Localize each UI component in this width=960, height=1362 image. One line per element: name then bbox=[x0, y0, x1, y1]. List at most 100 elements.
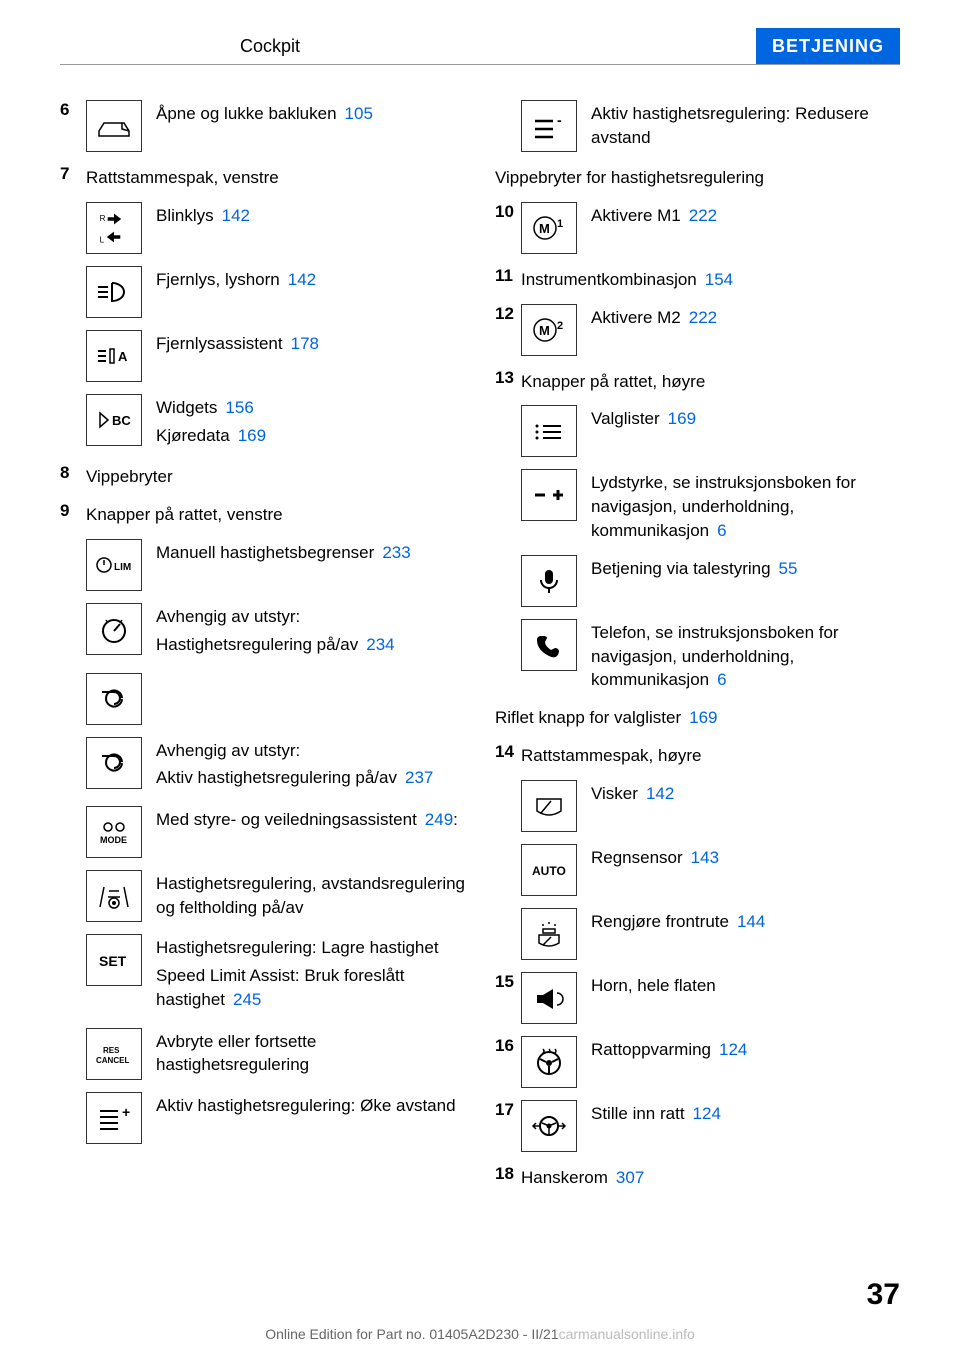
header-divider bbox=[60, 64, 900, 65]
list-entry: - Aktiv hastighetsregulering: Redusere av… bbox=[495, 100, 900, 152]
page-reference[interactable]: 169 bbox=[238, 426, 266, 445]
page-reference[interactable]: 169 bbox=[668, 409, 696, 428]
page-reference[interactable]: 237 bbox=[405, 768, 433, 787]
text-line: Speed Limit Assist: Bruk foreslått hasti… bbox=[156, 964, 465, 1012]
entry-number: 11 bbox=[495, 266, 521, 286]
trunk-icon bbox=[86, 100, 142, 152]
page-reference[interactable]: 142 bbox=[222, 206, 250, 225]
text-line: Hastighetsregulering på/av234 bbox=[156, 633, 465, 657]
page-reference[interactable]: 178 bbox=[291, 334, 319, 353]
text-line: Kjøredata169 bbox=[156, 424, 465, 448]
entry-text: Widgets156 Kjøredata169 bbox=[156, 394, 465, 452]
heading-text: Vippebryter bbox=[86, 463, 465, 489]
list-entry: 15Horn, hele flaten bbox=[495, 972, 900, 1024]
svg-text:2: 2 bbox=[557, 320, 563, 332]
text-line: Avhengig av utstyr: bbox=[156, 605, 465, 629]
entry-text: Avhengig av utstyr: Hastighetsregulering … bbox=[156, 603, 465, 661]
list-icon bbox=[521, 405, 577, 457]
list-entry: 17Stille inn ratt124 bbox=[495, 1100, 900, 1152]
entry-text: Valglister169 bbox=[591, 405, 900, 431]
svg-text:RES: RES bbox=[103, 1046, 120, 1055]
page-reference[interactable]: 307 bbox=[616, 1168, 644, 1187]
entry-number: 17 bbox=[495, 1100, 521, 1120]
page-reference[interactable]: 169 bbox=[689, 708, 717, 727]
list-entry: Telefon, se instruksjonsboken for naviga… bbox=[495, 619, 900, 692]
entry-text: Visker142 bbox=[591, 780, 900, 806]
lane-assist-icon bbox=[86, 870, 142, 922]
dist-plus-icon: + bbox=[86, 1092, 142, 1144]
entry-text: Rengjøre frontrute144 bbox=[591, 908, 900, 934]
heading-text: Hanskerom307 bbox=[521, 1164, 900, 1190]
list-entry: Rengjøre frontrute144 bbox=[495, 908, 900, 960]
entry-text bbox=[156, 673, 465, 675]
page-reference[interactable]: 144 bbox=[737, 912, 765, 931]
entry-text: Med styre- og veiledningsassistent249: bbox=[156, 806, 465, 836]
set-icon: SET bbox=[86, 934, 142, 986]
entry-number: 18 bbox=[495, 1164, 521, 1184]
list-entry: 16Rattoppvarming124 bbox=[495, 1036, 900, 1088]
entry-text: Telefon, se instruksjonsboken for naviga… bbox=[591, 619, 900, 692]
entry-heading: 9Knapper på rattet, venstre bbox=[60, 501, 465, 527]
entry-text: Rattoppvarming124 bbox=[591, 1036, 900, 1062]
list-entry: RESCANCEL Avbryte eller fortsette hastigh… bbox=[60, 1028, 465, 1080]
heading-text: Rattstammespak, venstre bbox=[86, 164, 465, 190]
entry-text: Aktiv hastighetsregulering: Øke avstand bbox=[156, 1092, 465, 1118]
entry-text: Fjernlys, lyshorn142 bbox=[156, 266, 465, 292]
list-entry: Hastighetsregulering, avstandsregulering… bbox=[60, 870, 465, 922]
page-reference[interactable]: 6 bbox=[717, 670, 726, 689]
page-reference[interactable]: 245 bbox=[233, 990, 261, 1009]
page-footer: Online Edition for Part no. 01405A2D230 … bbox=[0, 1326, 960, 1342]
lim-icon: LIM bbox=[86, 539, 142, 591]
entry-text: Aktivere M1222 bbox=[591, 202, 900, 228]
page-reference[interactable]: 249 bbox=[425, 810, 453, 829]
list-entry: 6Åpne og lukke bakluken105 bbox=[60, 100, 465, 152]
entry-heading: 18Hanskerom307 bbox=[495, 1164, 900, 1190]
svg-text:1: 1 bbox=[557, 218, 563, 230]
text-line: Widgets156 bbox=[156, 396, 465, 420]
entry-text: Fjernlysassistent178 bbox=[156, 330, 465, 356]
list-entry: Avhengig av utstyr: Hastighetsregulering … bbox=[60, 603, 465, 661]
heading-text: Riflet knapp for valglister169 bbox=[495, 704, 900, 730]
page-reference[interactable]: 105 bbox=[345, 104, 373, 123]
entry-text: Avbryte eller fortsette hastighetsregule… bbox=[156, 1028, 465, 1078]
page-reference[interactable]: 142 bbox=[288, 270, 316, 289]
highbeam-assist-icon: A bbox=[86, 330, 142, 382]
entry-number: 12 bbox=[495, 304, 521, 324]
text-line: Med styre- og veiledningsassistent249: bbox=[156, 808, 465, 832]
list-entry bbox=[60, 673, 465, 725]
res-cancel-icon: RESCANCEL bbox=[86, 1028, 142, 1080]
page-reference[interactable]: 142 bbox=[646, 784, 674, 803]
page-reference[interactable]: 6 bbox=[717, 521, 726, 540]
page-reference[interactable]: 124 bbox=[693, 1104, 721, 1123]
heading-text: Rattstammespak, høyre bbox=[521, 742, 900, 768]
page-reference[interactable]: 156 bbox=[225, 398, 253, 417]
page-reference[interactable]: 222 bbox=[689, 206, 717, 225]
entry-heading: Vippebryter for hastighetsregulering bbox=[495, 164, 900, 190]
list-entry: A Fjernlysassistent178 bbox=[60, 330, 465, 382]
page-reference[interactable]: 143 bbox=[691, 848, 719, 867]
list-entry: Betjening via talestyring55 bbox=[495, 555, 900, 607]
svg-text:+: + bbox=[122, 1104, 130, 1120]
wiper-icon bbox=[521, 780, 577, 832]
page-reference[interactable]: 55 bbox=[779, 559, 798, 578]
entry-text: Aktiv hastighetsregulering: Redusere avs… bbox=[591, 100, 900, 150]
text-line: Avhengig av utstyr: bbox=[156, 739, 465, 763]
entry-heading: 8Vippebryter bbox=[60, 463, 465, 489]
list-entry: 12M2Aktivere M2222 bbox=[495, 304, 900, 356]
svg-text:R: R bbox=[100, 214, 106, 223]
page-reference[interactable]: 222 bbox=[689, 308, 717, 327]
cruise-alt-icon bbox=[86, 673, 142, 725]
page-reference[interactable]: 233 bbox=[382, 543, 410, 562]
header-title: Cockpit bbox=[240, 36, 720, 57]
left-column: 6Åpne og lukke bakluken1057Rattstammespa… bbox=[60, 100, 465, 1282]
page-reference[interactable]: 234 bbox=[366, 635, 394, 654]
page-reference[interactable]: 124 bbox=[719, 1040, 747, 1059]
entry-heading: 11Instrumentkombinasjon154 bbox=[495, 266, 900, 292]
svg-text:BC: BC bbox=[112, 413, 131, 428]
page-reference[interactable]: 154 bbox=[705, 270, 733, 289]
header-section-label: BETJENING bbox=[756, 28, 900, 65]
heading-text: Instrumentkombinasjon154 bbox=[521, 266, 900, 292]
svg-text:-: - bbox=[557, 112, 562, 128]
washer-icon bbox=[521, 908, 577, 960]
entry-number: 13 bbox=[495, 368, 521, 388]
